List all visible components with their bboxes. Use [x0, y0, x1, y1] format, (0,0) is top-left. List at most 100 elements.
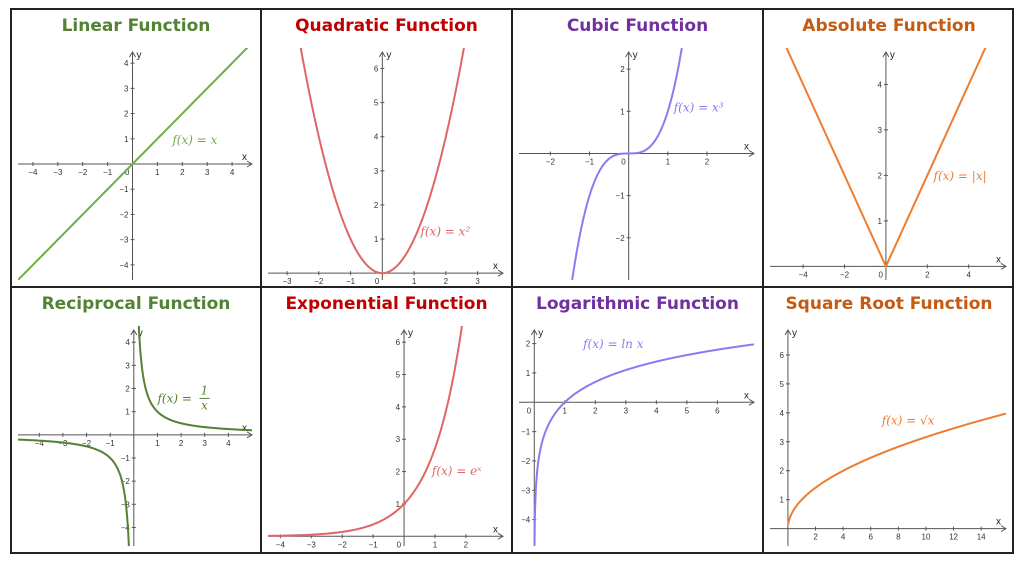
function-label: f(x) = [156, 391, 191, 405]
y-tick-label: −3 [119, 236, 129, 245]
x-tick-label: 0 [397, 540, 402, 549]
y-tick-label: −1 [616, 192, 626, 201]
y-tick-label: 1 [779, 496, 784, 505]
y-tick-label: 1 [526, 369, 531, 378]
x-axis-label: x [744, 141, 749, 152]
x-tick-label: 2 [705, 157, 710, 166]
function-label-numerator: 1 [201, 383, 209, 397]
y-axis-label: y [137, 50, 142, 61]
function-label: f(x) = ln x [582, 337, 644, 351]
x-tick-label: 10 [922, 533, 931, 542]
y-tick-label: −1 [521, 428, 531, 437]
y-axis-label: y [538, 328, 543, 339]
x-tick-label: 0 [375, 277, 380, 286]
x-tick-label: 1 [155, 439, 160, 448]
function-label: f(x) = √x [881, 413, 935, 427]
x-tick-label: 14 [977, 533, 986, 542]
x-tick-label: −2 [314, 277, 324, 286]
x-tick-label: 2 [444, 277, 449, 286]
y-tick-label: 3 [125, 361, 130, 370]
function-curve [788, 414, 1006, 525]
plot-area: xy−4 −3 −2 −1 0 1 2123456f(x) = eˣ [262, 288, 511, 552]
y-tick-label: 6 [374, 64, 379, 73]
y-axis-label: y [890, 50, 895, 61]
function-label: f(x) = x² [419, 225, 470, 239]
x-tick-label: 1 [433, 540, 438, 549]
y-tick-label: 4 [877, 80, 882, 89]
chart-panel: Quadratic Function x y −3 −2 −1 0 1 2 3 1 2 3 4 5 6 f(x)… [262, 10, 511, 286]
x-tick-label: 2 [593, 406, 598, 415]
x-tick-label: 5 [685, 406, 690, 415]
x-tick-label: −4 [276, 540, 286, 549]
y-tick-label: −2 [521, 457, 531, 466]
chart-panel: Exponential Function x y −4 −3 −2 −1 0 1 2 1 2 3 4 5 6 f… [262, 288, 511, 552]
y-axis-label: y [408, 328, 413, 339]
y-tick-label: 2 [877, 171, 882, 180]
x-tick-label: 1 [563, 406, 568, 415]
y-tick-label: 2 [396, 468, 401, 477]
x-tick-label: 1 [155, 168, 160, 177]
y-tick-label: 3 [877, 126, 882, 135]
chart-panel: Logarithmic Function x y 0 1 2 3 4 5 6 −4 −3 −2 −1 1 2 f… [513, 288, 762, 552]
x-tick-label: 3 [205, 168, 210, 177]
x-tick-label: −2 [546, 157, 556, 166]
x-tick-label: −2 [78, 168, 88, 177]
x-tick-label: 0 [878, 270, 883, 279]
plot-area: xy−2 −1 0 1 2−2−112f(x) = x³ [513, 10, 762, 286]
chart-panel: Cubic Function x y −2 −1 0 1 2 −2 −1 1 2 f(x) = x³ [513, 10, 762, 286]
function-curve [18, 440, 133, 564]
y-tick-label: 5 [779, 380, 784, 389]
x-tick-label: 4 [654, 406, 659, 415]
x-tick-label: −3 [53, 168, 63, 177]
x-axis-label: x [996, 517, 1001, 528]
x-tick-label: 3 [475, 277, 480, 286]
x-tick-label: 1 [412, 277, 417, 286]
y-tick-label: 3 [124, 84, 129, 93]
x-tick-label: 4 [841, 533, 846, 542]
y-tick-label: 2 [779, 467, 784, 476]
y-axis-label: y [386, 50, 391, 61]
x-tick-label: 4 [230, 168, 235, 177]
y-tick-label: 1 [620, 107, 625, 116]
x-tick-label: 3 [203, 439, 208, 448]
y-tick-label: 4 [396, 403, 401, 412]
y-tick-label: 3 [779, 438, 784, 447]
function-label: f(x) = |x| [933, 169, 987, 183]
y-tick-label: 3 [396, 435, 401, 444]
y-tick-label: 4 [125, 338, 130, 347]
plot-area: x y 0 1 2 3 4 5 6 −4 −3 −2 −1 1 2 f(x) = ln x [513, 288, 762, 552]
x-tick-label: 4 [226, 439, 231, 448]
y-tick-label: 2 [526, 340, 531, 349]
x-tick-label: 1 [666, 157, 671, 166]
function-label: f(x) = x [171, 133, 217, 147]
y-tick-label: 4 [374, 133, 379, 142]
y-tick-label: 1 [125, 408, 130, 417]
y-tick-label: 4 [124, 59, 129, 68]
function-curve [770, 3, 1006, 267]
x-tick-label: −3 [282, 277, 292, 286]
x-tick-label: −4 [28, 168, 38, 177]
x-axis-label: x [493, 261, 498, 272]
y-tick-label: 4 [779, 409, 784, 418]
x-axis-label: x [242, 152, 247, 163]
x-tick-label: 2 [464, 540, 469, 549]
y-tick-label: −1 [119, 185, 129, 194]
x-tick-label: −1 [369, 540, 379, 549]
chart-panel: Linear Function x y −4 −3 −2 −1 0 1 2 3 4 −4 −3 −2 −1 1 2… [12, 10, 260, 286]
y-tick-label: 3 [374, 167, 379, 176]
function-curve [18, 43, 252, 280]
y-tick-label: −2 [119, 210, 129, 219]
y-tick-label: 1 [877, 217, 882, 226]
x-tick-label: 0 [527, 406, 532, 415]
x-tick-label: −1 [103, 168, 113, 177]
chart-panel: Square Root Function x y 2 4 6 8 10 12 14 1 2 3 4 5 6 f(… [764, 288, 1014, 552]
chart-panel: Reciprocal Function x y −4 −3 −2 −1 1 2 3 4 −4 −3 −2−… [12, 288, 260, 552]
plot-area: x y −4 −3 −2 −1 0 1 2 3 4 −4 −3 −2 −1 1 2 3 4 f(x) = x [12, 10, 260, 286]
y-tick-label: 5 [374, 99, 379, 108]
y-tick-label: −3 [521, 486, 531, 495]
x-tick-label: −1 [585, 157, 595, 166]
x-tick-label: 12 [949, 533, 958, 542]
y-tick-label: −4 [521, 516, 531, 525]
function-label-denominator: x [201, 398, 208, 412]
